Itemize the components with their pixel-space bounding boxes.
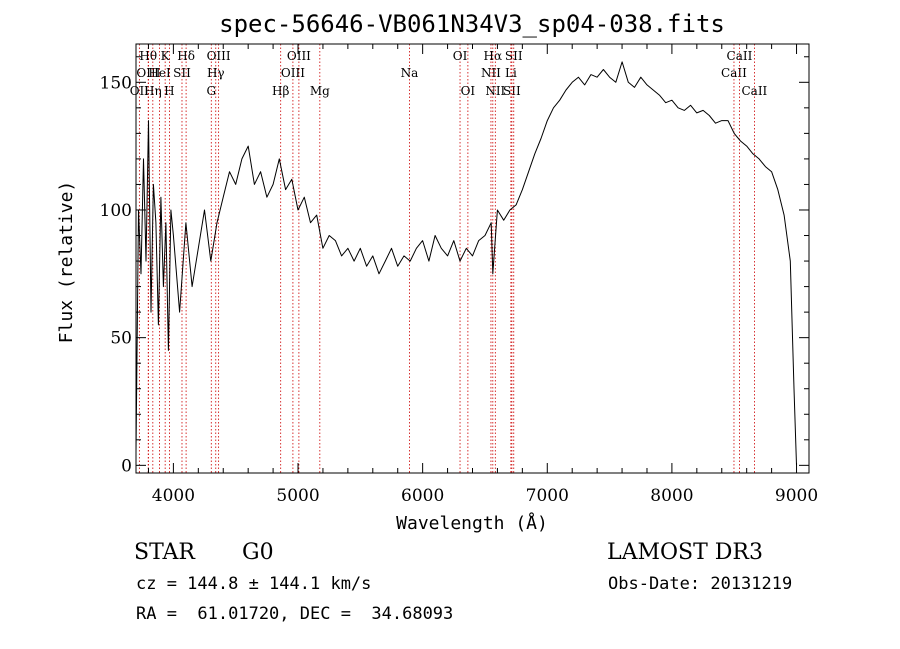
line-marker-label: Mg	[310, 84, 330, 98]
object-class: STAR	[134, 540, 195, 565]
spectrum-series	[135, 61, 797, 466]
axes: 4000 5000 6000 7000 8000 9000 0 50 100 150	[100, 44, 818, 506]
line-marker-label: Hη	[144, 84, 162, 98]
line-marker-label: OII	[130, 84, 150, 98]
line-marker-label: SII	[505, 49, 523, 63]
line-marker-label: OIII	[207, 49, 231, 63]
y-tick-label: 150	[100, 73, 132, 93]
x-tick-label: 5000	[276, 486, 319, 506]
x-axis-label: Wavelength (Å)	[396, 512, 548, 534]
y-tick-label: 0	[121, 456, 132, 476]
line-marker-label: CaII	[727, 49, 753, 63]
x-tick-label: 6000	[401, 486, 444, 506]
line-marker-label: K	[161, 49, 171, 63]
y-tick-label: 50	[110, 329, 132, 349]
line-marker-label: Na	[401, 66, 419, 80]
object-subclass: G0	[242, 540, 274, 565]
x-tick-label: 4000	[152, 486, 195, 506]
line-marker-label: HeI	[148, 66, 171, 80]
line-marker-label: NII	[485, 84, 505, 98]
spectrum-line	[135, 61, 797, 466]
coordinates-text: RA = 61.01720, DEC = 34.68093	[136, 604, 454, 624]
line-marker-label: OI	[453, 49, 468, 63]
y-tick-label: 100	[100, 201, 132, 221]
plot-frame	[135, 43, 810, 474]
line-marker-label: H	[164, 84, 174, 98]
chart-title: spec-56646-VB061N34V3_sp04-038.fits	[219, 10, 725, 38]
obs-date-text: Obs-Date: 20131219	[608, 574, 793, 594]
line-marker-label: SII	[173, 66, 191, 80]
line-marker-label: NII	[481, 66, 501, 80]
line-marker-label: OI	[461, 84, 476, 98]
line-marker-label: Li	[505, 66, 517, 80]
y-axis-label: Flux (relative)	[56, 181, 77, 344]
x-tick-label: 9000	[775, 486, 818, 506]
line-marker-label: Hβ	[272, 84, 289, 98]
line-marker-label: OIII	[136, 66, 160, 80]
line-marker-label: Hδ	[177, 49, 195, 63]
x-tick-label: 8000	[650, 486, 693, 506]
redshift-text: cz = 144.8 ± 144.1 km/s	[136, 574, 372, 594]
line-marker-label: Hγ	[207, 66, 225, 80]
line-marker-label: G	[206, 84, 216, 98]
x-tick-label: 7000	[526, 486, 569, 506]
line-marker-label: CaII	[721, 66, 747, 80]
line-marker-label: SII	[503, 84, 521, 98]
spectral-line-markers: OIIHθOIIIHηHeIKSIIHHδGHγOIIIHβOIIIOIIIMg…	[130, 44, 768, 473]
line-marker-label: OIII	[287, 49, 311, 63]
line-marker-label: Hα	[484, 49, 503, 63]
spectrum-chart: spec-56646-VB061N34V3_sp04-038.fits OIIH…	[56, 10, 818, 534]
line-marker-label: CaII	[741, 84, 767, 98]
survey-name: LAMOST DR3	[607, 540, 763, 565]
line-marker-label: OIII	[281, 66, 305, 80]
